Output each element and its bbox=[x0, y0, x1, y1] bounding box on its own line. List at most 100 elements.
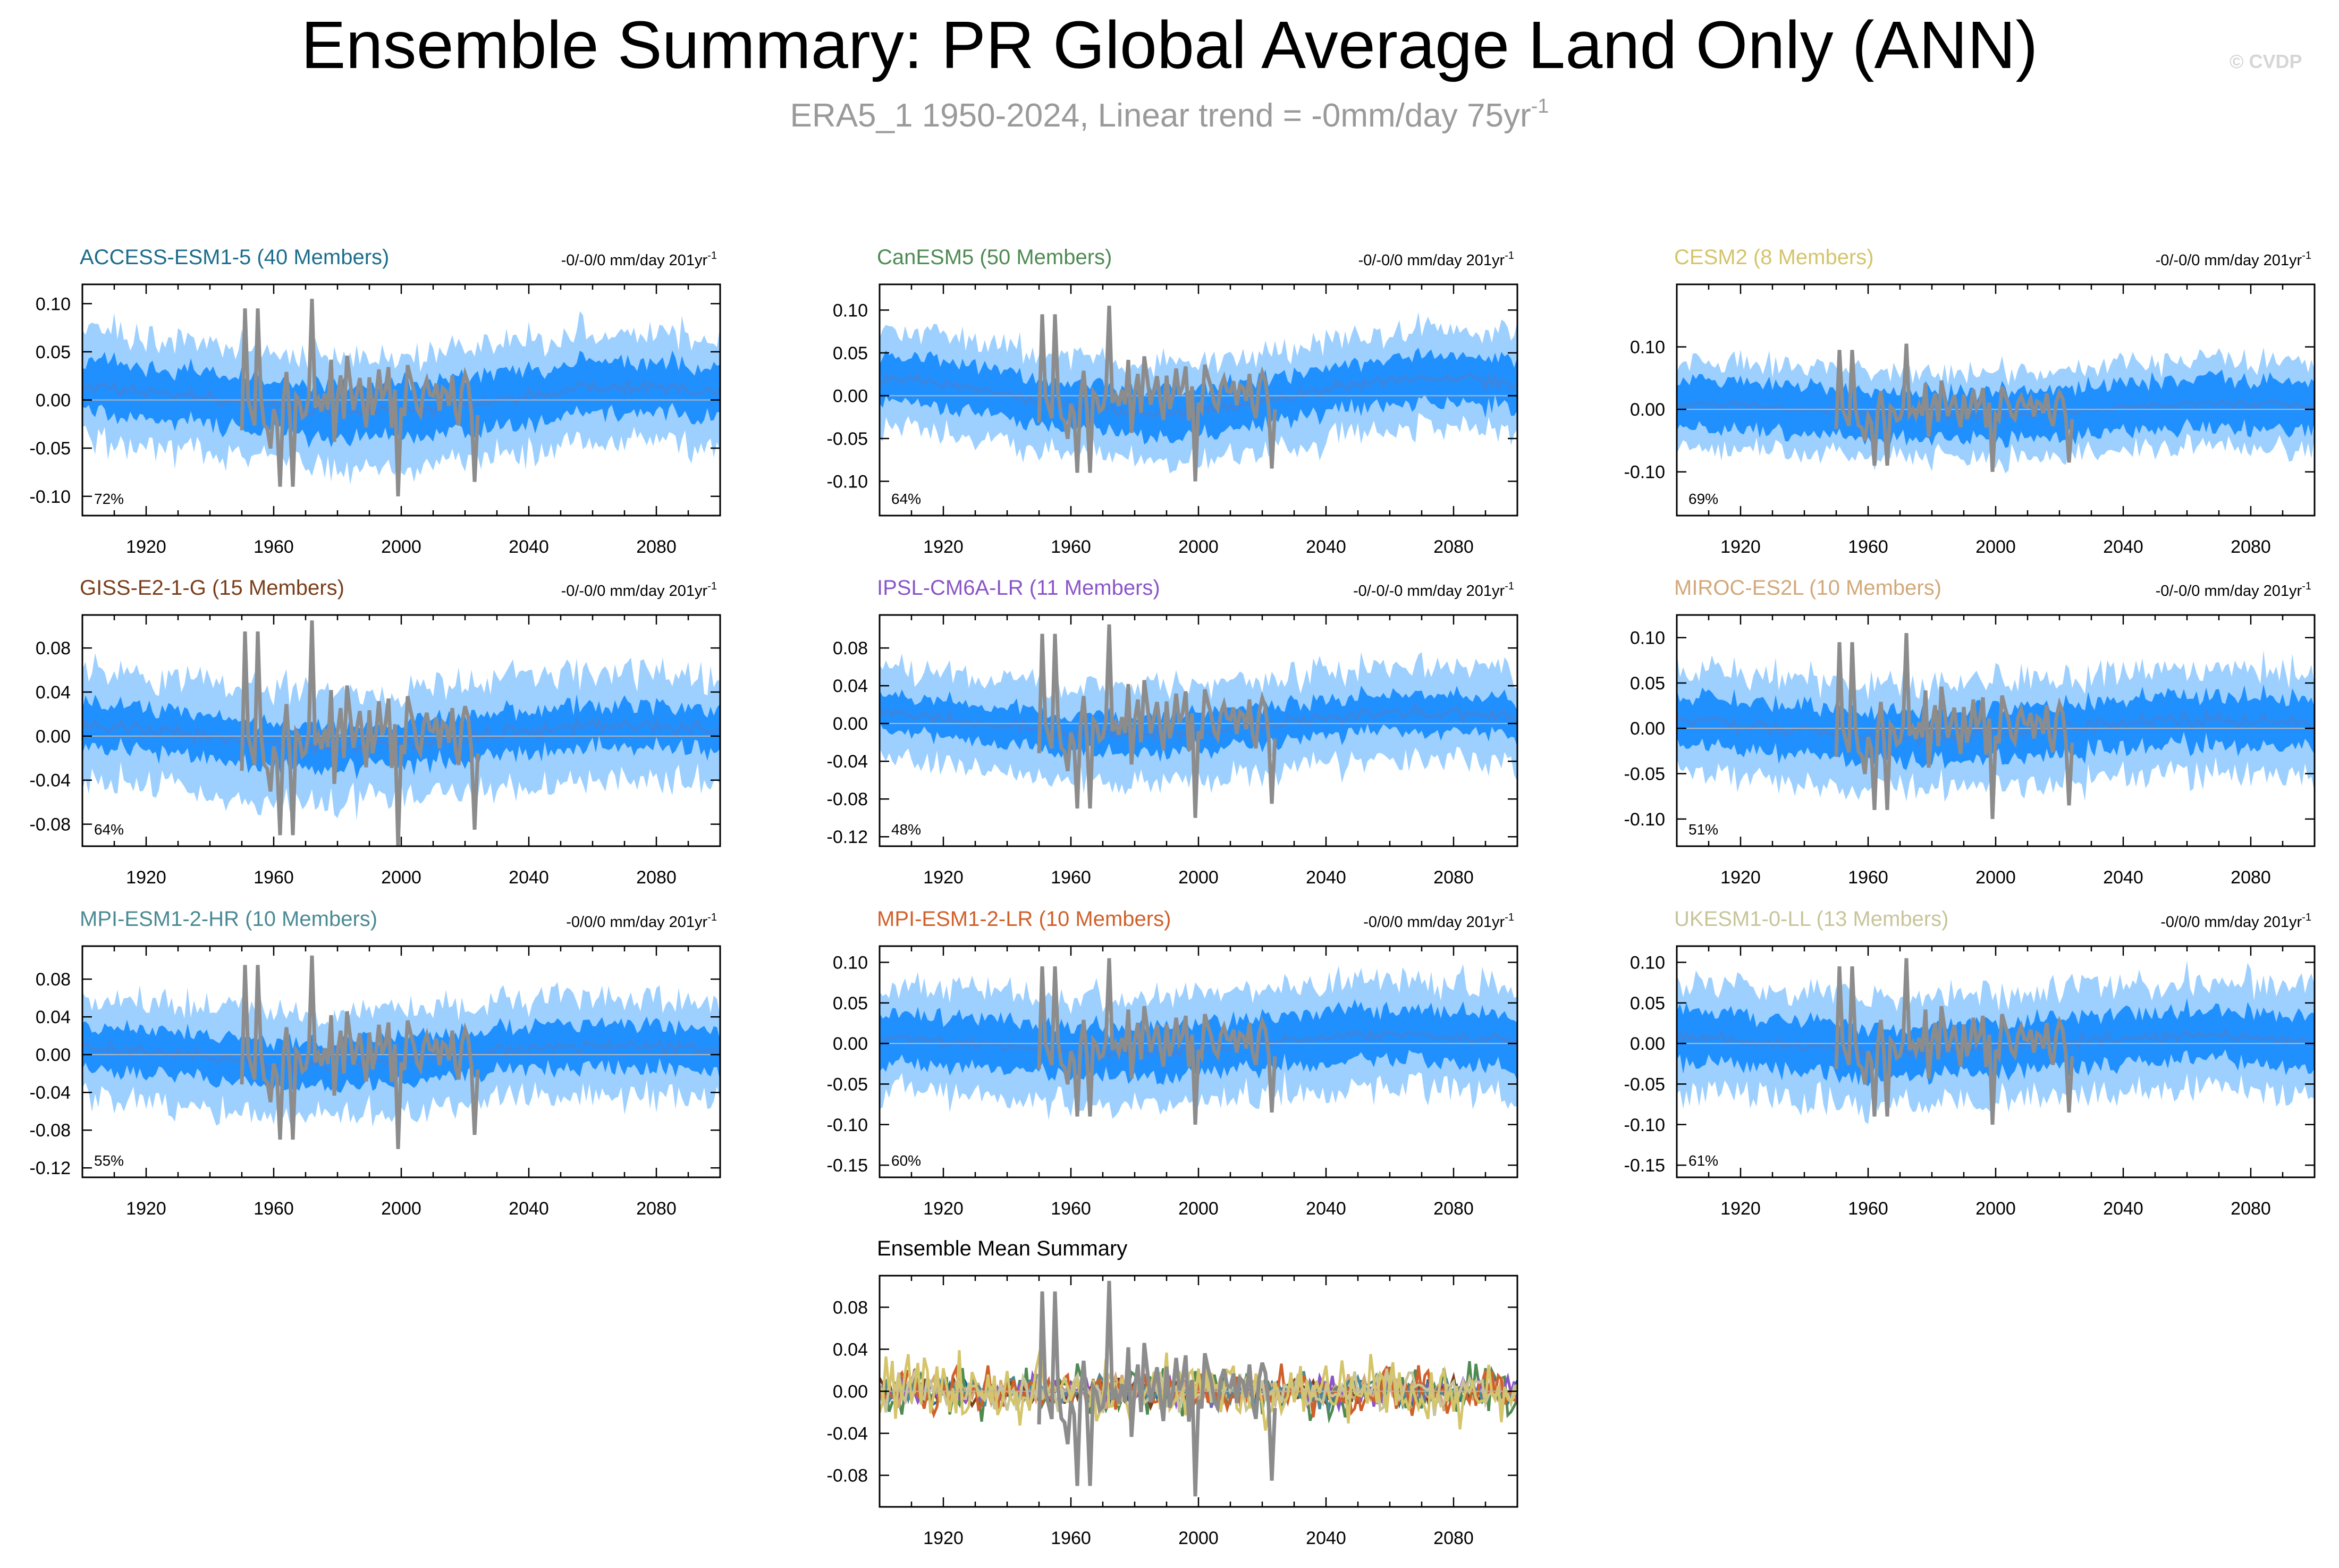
y-tick-label: -0.08 bbox=[827, 789, 868, 810]
y-tick-label: 0.00 bbox=[833, 714, 868, 734]
y-tick-label: 0.04 bbox=[36, 682, 71, 703]
y-tick-label: 0.05 bbox=[833, 993, 868, 1014]
ensemble-mean-line bbox=[82, 1037, 720, 1074]
trend-label: -0/-0/0 mm/day 201yr-1 bbox=[561, 250, 717, 269]
observation-line bbox=[240, 620, 480, 846]
observation-line bbox=[1834, 958, 2074, 1125]
y-tick-label: 0.10 bbox=[1630, 338, 1665, 358]
x-tick-label: 1960 bbox=[1051, 1528, 1091, 1548]
panel-8: 1920 1960 2000 2040 2080 0.10 0.05 0.00 -0.05 -0.… bbox=[827, 907, 1518, 1219]
x-tick-label: 2040 bbox=[2103, 867, 2143, 888]
panel-title: CanESM5 (50 Members) bbox=[877, 246, 1112, 269]
y-tick-label: -0.12 bbox=[30, 1158, 71, 1178]
y-tick-label: 0.10 bbox=[833, 953, 868, 973]
x-tick-label: 2040 bbox=[1306, 867, 1346, 888]
trend-label: -0/-0/-0 mm/day 201yr-1 bbox=[1353, 580, 1514, 600]
x-tick-label: 1960 bbox=[1051, 867, 1091, 888]
y-tick-label: 0.04 bbox=[833, 1339, 868, 1360]
x-tick-label: 1960 bbox=[1848, 1199, 1888, 1219]
plot-area bbox=[880, 624, 1517, 818]
panel-4: 1920 1960 2000 2040 2080 0.08 0.04 0.00 -0.04 -0.… bbox=[30, 576, 721, 888]
x-tick-label: 1920 bbox=[126, 867, 166, 888]
page-subtitle: ERA5_1 1950-2024, Linear trend = -0mm/da… bbox=[0, 85, 2339, 137]
x-tick-label: 2040 bbox=[2103, 1199, 2143, 1219]
percent-label: 69% bbox=[1688, 491, 1718, 507]
x-tick-label: 2040 bbox=[2103, 537, 2143, 557]
y-tick-label: 0.00 bbox=[1630, 719, 1665, 739]
percent-label: 60% bbox=[891, 1152, 921, 1169]
y-tick-label: -0.04 bbox=[30, 1083, 71, 1103]
y-tick-label: 0.05 bbox=[1630, 673, 1665, 694]
x-tick-label: 2080 bbox=[1433, 867, 1474, 888]
panel-title: MPI-ESM1-2-HR (10 Members) bbox=[80, 907, 377, 931]
x-tick-label: 2000 bbox=[1975, 537, 2016, 557]
y-tick-label: -0.10 bbox=[1624, 1115, 1666, 1135]
x-tick-label: 2080 bbox=[636, 1199, 677, 1219]
x-tick-label: 1960 bbox=[1848, 537, 1888, 557]
observation-line bbox=[240, 955, 480, 1149]
y-tick-label: 0.00 bbox=[36, 727, 71, 747]
y-tick-label: -0.10 bbox=[1624, 810, 1666, 830]
trend-superscript: -1 bbox=[707, 912, 717, 923]
x-tick-label: 2000 bbox=[381, 867, 421, 888]
panel-title: Ensemble Mean Summary bbox=[877, 1237, 1127, 1260]
ensemble-mean-line bbox=[1677, 708, 2315, 747]
watermark: © CVDP bbox=[2230, 50, 2302, 72]
x-tick-label: 1960 bbox=[1051, 537, 1091, 557]
trend-text: -0/-0/0 mm/day 201yr bbox=[561, 583, 708, 600]
panel-title: MIROC-ES2L (10 Members) bbox=[1674, 576, 1941, 600]
y-tick-label: -0.08 bbox=[30, 815, 71, 835]
y-tick-label: -0.04 bbox=[827, 1424, 868, 1444]
y-tick-label: -0.10 bbox=[30, 487, 71, 507]
x-tick-label: 1920 bbox=[1720, 1199, 1761, 1219]
trend-text: -0/-0/0 mm/day 201yr bbox=[561, 252, 708, 269]
observation-line bbox=[1037, 1280, 1277, 1497]
trend-superscript: -1 bbox=[1505, 250, 1514, 262]
y-tick-label: -0.10 bbox=[1624, 462, 1666, 483]
panel-7: 1920 1960 2000 2040 2080 0.08 0.04 0.00 -0.04 -0.… bbox=[30, 907, 721, 1219]
y-tick-label: -0.12 bbox=[827, 827, 868, 847]
y-tick-label: 0.05 bbox=[833, 343, 868, 364]
y-tick-label: 0.05 bbox=[1630, 993, 1665, 1014]
panel-1: 1920 1960 2000 2040 2080 0.10 0.05 0.00 -0.05 -0.… bbox=[30, 246, 721, 557]
panel-3: 1920 1960 2000 2040 2080 0.10 0.00 -0.10 CESM2 (… bbox=[1624, 246, 2316, 557]
trend-superscript: -1 bbox=[1505, 912, 1514, 923]
ensemble-mean-line bbox=[82, 714, 720, 758]
trend-superscript: -1 bbox=[2302, 580, 2311, 592]
x-tick-label: 1920 bbox=[126, 537, 166, 557]
x-tick-label: 2000 bbox=[1178, 1199, 1219, 1219]
trend-label: -0/-0/0 mm/day 201yr-1 bbox=[2156, 250, 2311, 269]
plot-area bbox=[880, 1280, 1517, 1497]
y-tick-label: 0.00 bbox=[36, 391, 71, 411]
trend-superscript: -1 bbox=[707, 580, 717, 592]
y-tick-label: -0.04 bbox=[30, 771, 71, 791]
y-tick-label: -0.04 bbox=[827, 752, 868, 772]
plot-area bbox=[1677, 633, 2315, 819]
y-tick-label: 0.04 bbox=[36, 1007, 71, 1027]
x-tick-label: 2080 bbox=[2231, 1199, 2271, 1219]
plot-area bbox=[82, 620, 720, 846]
x-tick-label: 2080 bbox=[1433, 1199, 1474, 1219]
y-tick-label: 0.00 bbox=[833, 1034, 868, 1054]
trend-text: -0/-0/0 mm/day 201yr bbox=[1358, 252, 1505, 269]
panel-2: 1920 1960 2000 2040 2080 0.10 0.05 0.00 -0.05 -0.… bbox=[827, 246, 1518, 557]
percent-label: 48% bbox=[891, 821, 921, 838]
trend-label: -0/-0/0 mm/day 201yr-1 bbox=[1358, 250, 1514, 269]
panel-title: GISS-E2-1-G (15 Members) bbox=[80, 576, 344, 600]
y-tick-label: -0.05 bbox=[1624, 1074, 1666, 1094]
x-tick-label: 2000 bbox=[1178, 537, 1219, 557]
x-tick-label: 2000 bbox=[1178, 867, 1219, 888]
y-tick-label: 0.00 bbox=[36, 1045, 71, 1065]
y-tick-label: 0.00 bbox=[1630, 1034, 1665, 1054]
x-tick-label: 1960 bbox=[1051, 1199, 1091, 1219]
y-tick-label: -0.15 bbox=[827, 1156, 868, 1176]
x-tick-label: 2000 bbox=[381, 1199, 421, 1219]
trend-text: -0/-0/0 mm/day 201yr bbox=[2156, 583, 2302, 600]
plot-area bbox=[1677, 958, 2315, 1125]
trend-label: -0/-0/0 mm/day 201yr-1 bbox=[2156, 580, 2311, 600]
plot-area bbox=[880, 958, 1517, 1125]
percent-label: 64% bbox=[94, 821, 124, 838]
y-tick-label: 0.05 bbox=[36, 342, 71, 363]
observation-line bbox=[1834, 633, 2074, 819]
